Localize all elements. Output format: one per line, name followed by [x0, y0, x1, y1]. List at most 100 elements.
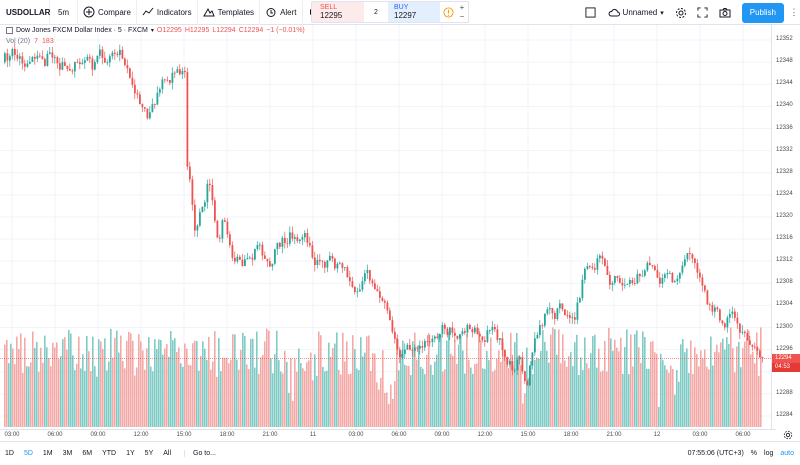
- volume-bar: [260, 357, 262, 427]
- volume-bar: [598, 348, 600, 427]
- candle-body: [621, 282, 624, 286]
- time-axis-label: 18:00: [219, 432, 235, 438]
- compare-button[interactable]: Compare: [78, 0, 137, 25]
- candle-body: [674, 281, 676, 283]
- price-axis[interactable]: 12352 12348 12344 12340 12336 12332 12328 12324…: [771, 25, 800, 429]
- templates-button[interactable]: Templates: [198, 0, 261, 25]
- symbol-search[interactable]: USDOLLAR: [0, 0, 50, 25]
- quantity-value[interactable]: 2: [374, 8, 378, 16]
- volume-bar: [430, 364, 432, 427]
- candle-body: [734, 311, 736, 318]
- more-icon[interactable]: ⋮: [789, 7, 799, 17]
- candle-body: [144, 107, 146, 109]
- volume-bar: [298, 348, 300, 427]
- candle-body: [521, 357, 524, 372]
- publish-button[interactable]: Publish: [741, 2, 784, 23]
- buy-button[interactable]: BUY 12297: [388, 2, 440, 22]
- alert-button[interactable]: Alert: [260, 0, 303, 25]
- range-6m[interactable]: 6M: [82, 449, 93, 457]
- auto-toggle[interactable]: auto: [780, 450, 794, 457]
- candle-body: [606, 265, 609, 275]
- candle-body: [624, 284, 626, 286]
- clock[interactable]: 07:55:06 (UTC+3): [687, 450, 744, 457]
- checkbox-icon[interactable]: [580, 0, 602, 25]
- candle-body: [716, 307, 719, 310]
- candle-body: [84, 60, 86, 63]
- goto-button[interactable]: Go to...: [184, 449, 221, 457]
- candle-body: [424, 341, 426, 348]
- volume-bar: [226, 357, 228, 427]
- range-1m[interactable]: 1M: [42, 449, 53, 457]
- candle-body: [644, 270, 646, 276]
- candle-body: [386, 302, 389, 311]
- candle-body: [296, 237, 299, 242]
- candle-body: [369, 270, 371, 281]
- volume-bar: [290, 358, 292, 427]
- fullscreen-icon[interactable]: [692, 0, 714, 25]
- layout-menu[interactable]: Unnamed ▾: [602, 8, 670, 18]
- quantity-increase[interactable]: +: [459, 3, 465, 12]
- volume-bar: [504, 349, 506, 427]
- range-5d[interactable]: 5D: [23, 449, 33, 457]
- candle-body: [656, 270, 659, 278]
- trade-panel: SELL 12295 2 BUY 12297 + −: [311, 1, 469, 23]
- percent-toggle[interactable]: %: [750, 450, 758, 457]
- candle-body: [169, 79, 171, 83]
- indicators-button[interactable]: Indicators: [137, 0, 198, 25]
- price-axis-label: 12320: [776, 212, 793, 219]
- candle-body: [186, 72, 189, 167]
- buy-label: BUY: [394, 4, 409, 11]
- volume-bar: [722, 338, 724, 427]
- camera-icon[interactable]: [714, 0, 736, 25]
- volume-bar: [144, 369, 146, 427]
- chart-settings-icon[interactable]: [776, 429, 800, 441]
- collapse-icon[interactable]: [6, 27, 13, 34]
- range-1d[interactable]: 1D: [5, 449, 14, 457]
- volume-bar: [108, 361, 110, 427]
- candle-body: [551, 308, 554, 313]
- volume-bar: [568, 356, 570, 427]
- range-all[interactable]: All: [163, 449, 172, 457]
- range-3m[interactable]: 3M: [62, 449, 73, 457]
- range-5y[interactable]: 5Y: [144, 449, 154, 457]
- info-icon[interactable]: [440, 2, 456, 22]
- log-toggle[interactable]: log: [764, 450, 774, 457]
- sell-button[interactable]: SELL 12295: [312, 2, 364, 22]
- volume-bar: [528, 378, 530, 427]
- volume-bar: [248, 369, 250, 427]
- volume-legend[interactable]: Vol (20) 7 183: [6, 38, 54, 45]
- volume-bar: [470, 367, 472, 427]
- time-axis[interactable]: 03:00 06:00 09:00 12:00 15:00 18:00 21:00 11 03:…: [0, 429, 776, 441]
- chevron-down-icon[interactable]: ▾: [150, 28, 154, 34]
- time-axis-label: 12:00: [477, 432, 493, 438]
- candle-body: [479, 334, 481, 337]
- price-chart[interactable]: [0, 25, 776, 429]
- candle-body: [311, 245, 314, 258]
- gear-icon[interactable]: [670, 0, 692, 25]
- candle-body: [61, 62, 64, 70]
- volume-bar: [268, 330, 270, 427]
- volume-bar: [538, 359, 540, 427]
- volume-bar: [338, 369, 340, 427]
- volume-bar: [280, 371, 282, 427]
- range-ytd[interactable]: YTD: [102, 449, 117, 457]
- volume-bar: [134, 375, 136, 427]
- volume-bar: [468, 359, 470, 427]
- volume-bar: [674, 394, 676, 427]
- volume-bar: [516, 332, 518, 427]
- volume-bar: [450, 353, 452, 427]
- candle-body: [76, 62, 79, 63]
- volume-bar: [218, 338, 220, 427]
- price-axis-label: 12288: [776, 389, 793, 396]
- candle-body: [54, 57, 56, 58]
- candle-body: [504, 350, 506, 358]
- range-1y[interactable]: 1Y: [126, 449, 135, 457]
- volume-bar: [212, 361, 214, 427]
- interval-button[interactable]: 5m: [50, 0, 78, 25]
- quantity-stepper[interactable]: + −: [456, 2, 468, 22]
- volume-bar: [634, 334, 636, 427]
- volume-bar: [170, 331, 172, 427]
- quantity-decrease[interactable]: −: [459, 12, 465, 21]
- volume-bar: [306, 362, 308, 427]
- volume-bar: [452, 355, 454, 427]
